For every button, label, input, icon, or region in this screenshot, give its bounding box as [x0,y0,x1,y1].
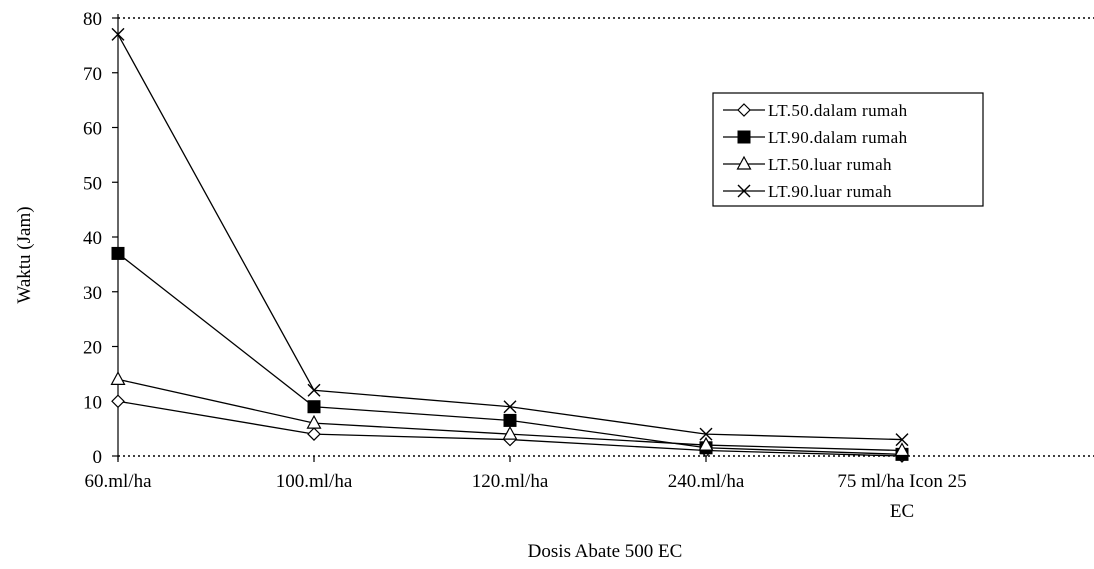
data-point-x [737,184,751,198]
y-tick-label: 20 [83,338,102,359]
y-tick-label: 30 [83,283,102,304]
x-tick-label-line: 100.ml/ha [276,471,353,492]
x-tick-label: 60.ml/ha [84,471,152,492]
legend-item: LT.50.dalam rumah [723,101,908,120]
x-tick-label: 240.ml/ha [668,471,745,492]
x-marker-stroke [737,184,751,198]
x-marker-stroke [503,400,517,414]
x-marker-stroke [307,383,321,397]
data-point-x [307,383,321,397]
plot-frame [117,14,1094,460]
x-axis-ticks: 60.ml/ha 100.ml/ha 120.ml/ha 240.ml/ha 75 ml… [84,456,967,522]
legend-label: LT.90.dalam rumah [768,128,908,147]
x-tick-label-line: EC [890,501,914,522]
y-axis-title: Waktu (Jam) [14,206,35,303]
data-point-square [111,246,125,260]
y-tick-label: 60 [83,119,102,140]
y-tick-label: 70 [83,64,102,85]
legend-item: LT.90.luar rumah [723,182,892,201]
data-point-diamond [111,394,125,409]
data-point-triangle [736,155,752,170]
data-point-square [503,413,517,427]
data-point-x [699,427,713,441]
x-tick-label-line: 75 ml/ha Icon 25 [837,471,966,492]
y-axis-ticks: 0 10 20 30 40 50 60 70 80 [83,9,118,468]
data-point-x [895,433,909,447]
y-tick-label: 0 [93,447,103,468]
y-tick-label: 10 [83,392,102,413]
data-point-diamond [737,103,751,117]
x-marker-stroke [895,433,909,447]
x-axis-title: Dosis Abate 500 EC [528,541,683,562]
data-point-triangle [502,425,518,440]
y-tick-label: 50 [83,173,102,194]
x-tick-label-line: 120.ml/ha [472,471,549,492]
legend-item: LT.90.dalam rumah [723,128,908,147]
data-point-triangle [894,442,910,457]
data-point-x [503,400,517,414]
x-tick-label: 75 ml/ha Icon 25 EC [837,471,966,522]
y-tick-label: 80 [83,9,102,30]
legend: LT.50.dalam rumah LT.90.dalam rumah LT.50.… [712,92,984,207]
x-marker-stroke [111,27,125,41]
y-tick-label: 40 [83,228,102,249]
data-point-triangle [698,436,714,451]
legend-box [712,92,984,207]
data-point-x [111,27,125,41]
series-3 [110,371,910,457]
x-tick-label: 120.ml/ha [472,471,549,492]
x-marker-stroke [699,427,713,441]
series-group [110,27,910,463]
x-tick-label: 100.ml/ha [276,471,353,492]
x-tick-label-line: 60.ml/ha [84,471,152,492]
data-point-diamond [307,427,321,441]
legend-label: LT.90.luar rumah [768,182,892,201]
data-point-square [737,130,751,144]
x-tick-label-line: 240.ml/ha [668,471,745,492]
data-point-square [307,400,321,414]
data-point-triangle [306,414,322,429]
data-point-triangle [110,371,126,385]
series-4 [111,27,909,447]
legend-label: LT.50.dalam rumah [768,101,908,120]
legend-label: LT.50.luar rumah [768,155,892,174]
legend-item: LT.50.luar rumah [723,155,892,174]
